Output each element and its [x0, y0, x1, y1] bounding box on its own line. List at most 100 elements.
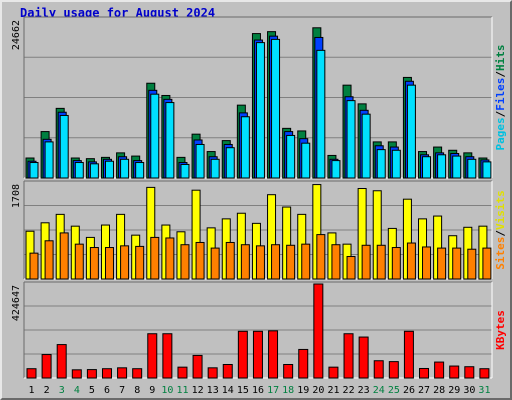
x-tick-label-day-28: 28 [433, 385, 445, 396]
bar-sites-day-6 [104, 247, 114, 280]
bar-pages-day-17 [271, 38, 281, 179]
bar-kbytes-day-3 [56, 344, 67, 379]
bar-pages-day-7 [120, 158, 130, 179]
bar-sites-day-25 [391, 247, 401, 280]
bar-kbytes-day-8 [132, 368, 143, 379]
bar-sites-day-31 [482, 247, 492, 280]
legend-top: Pages/Files/Hits [494, 45, 507, 151]
bar-kbytes-day-24 [373, 360, 384, 379]
x-tick-label-day-5: 5 [89, 385, 95, 396]
x-tick-label-day-30: 30 [463, 385, 475, 396]
x-tick-label-day-18: 18 [282, 385, 294, 396]
legend-separator: / [494, 230, 507, 237]
bar-kbytes-day-15 [237, 330, 248, 379]
bar-pages-day-30 [467, 158, 477, 179]
x-tick-label-day-9: 9 [149, 385, 155, 396]
x-tick-label-day-6: 6 [104, 385, 110, 396]
bar-kbytes-day-12 [192, 354, 203, 379]
bar-kbytes-day-5 [86, 369, 97, 379]
bar-kbytes-day-17 [268, 330, 279, 379]
bar-pages-day-20 [316, 49, 326, 179]
bar-sites-day-9 [150, 236, 160, 280]
bar-pages-day-31 [482, 161, 492, 179]
bar-pages-day-9 [150, 93, 160, 179]
bar-sites-day-19 [301, 243, 311, 280]
bar-pages-day-24 [376, 149, 386, 179]
bar-pages-day-15 [240, 116, 250, 179]
legend-files: Files [494, 78, 507, 111]
bar-sites-day-2 [44, 240, 54, 280]
bar-kbytes-day-30 [464, 366, 475, 379]
bar-sites-day-16 [255, 245, 265, 280]
bar-pages-day-23 [361, 113, 371, 179]
bar-pages-day-13 [210, 158, 220, 179]
bar-sites-day-4 [74, 243, 84, 280]
bar-kbytes-day-6 [101, 368, 112, 379]
bar-pages-day-18 [286, 134, 296, 179]
bar-kbytes-day-16 [252, 330, 263, 379]
bar-kbytes-day-28 [434, 361, 445, 379]
bar-pages-day-3 [59, 114, 69, 179]
x-tick-label-day-24: 24 [373, 385, 385, 396]
bar-pages-day-28 [437, 154, 447, 179]
bar-sites-day-30 [467, 248, 477, 280]
bar-sites-day-24 [376, 244, 386, 280]
bar-pages-day-16 [255, 42, 265, 179]
bar-pages-day-10 [165, 102, 175, 179]
bar-pages-day-12 [195, 143, 205, 179]
bar-pages-day-25 [391, 149, 401, 179]
bar-kbytes-day-29 [449, 365, 460, 379]
x-tick-label-day-16: 16 [252, 385, 264, 396]
bar-kbytes-day-4 [71, 369, 82, 379]
x-tick-label-day-15: 15 [237, 385, 249, 396]
bar-kbytes-day-7 [117, 367, 128, 379]
x-tick-label-day-31: 31 [478, 385, 490, 396]
bar-kbytes-day-25 [388, 361, 399, 379]
legend-hits: Hits [494, 45, 507, 72]
bar-kbytes-day-19 [298, 348, 309, 379]
bar-pages-day-26 [406, 84, 416, 179]
x-tick-label-day-21: 21 [327, 385, 339, 396]
y-max-label-middle: 1708 [11, 184, 22, 208]
bar-kbytes-day-10 [162, 333, 173, 379]
bar-sites-day-5 [89, 247, 99, 280]
bar-kbytes-day-21 [328, 366, 339, 379]
legend-separator: / [494, 71, 507, 78]
bar-sites-day-26 [406, 242, 416, 280]
legend-visits: Visits [494, 190, 507, 230]
x-tick-label-day-25: 25 [388, 385, 400, 396]
bar-sites-day-8 [135, 245, 145, 280]
x-tick-label-day-20: 20 [312, 385, 324, 396]
bar-kbytes-day-18 [283, 363, 294, 379]
legend-pages: Pages [494, 117, 507, 150]
x-tick-label-day-27: 27 [418, 385, 430, 396]
bar-kbytes-day-31 [479, 368, 490, 379]
y-max-label-top: 24662 [11, 20, 22, 50]
bar-sites-day-22 [346, 256, 356, 280]
legend-separator: / [494, 110, 507, 117]
bar-sites-day-11 [180, 244, 190, 280]
bar-kbytes-day-14 [222, 363, 233, 379]
bar-sites-day-3 [59, 232, 69, 280]
bar-sites-day-21 [331, 244, 341, 280]
bar-pages-day-4 [74, 162, 84, 179]
bar-pages-day-2 [44, 141, 54, 179]
bar-kbytes-day-23 [358, 336, 369, 379]
x-tick-label-day-26: 26 [403, 385, 415, 396]
bar-sites-day-13 [210, 247, 220, 280]
x-tick-label-day-2: 2 [44, 385, 50, 396]
y-max-label-bottom: 424647 [11, 285, 22, 321]
bar-pages-day-19 [301, 142, 311, 179]
legend-kbytes: KBytes [494, 310, 507, 350]
bar-kbytes-day-2 [41, 354, 52, 379]
bar-kbytes-day-22 [343, 333, 354, 379]
x-tick-label-day-17: 17 [267, 385, 279, 396]
bar-pages-day-11 [180, 163, 190, 179]
x-tick-label-day-29: 29 [448, 385, 460, 396]
bar-pages-day-6 [104, 160, 114, 179]
bar-sites-day-14 [225, 241, 235, 280]
bar-sites-day-17 [271, 244, 281, 280]
x-tick-label-day-7: 7 [119, 385, 125, 396]
bar-pages-day-8 [135, 162, 145, 179]
